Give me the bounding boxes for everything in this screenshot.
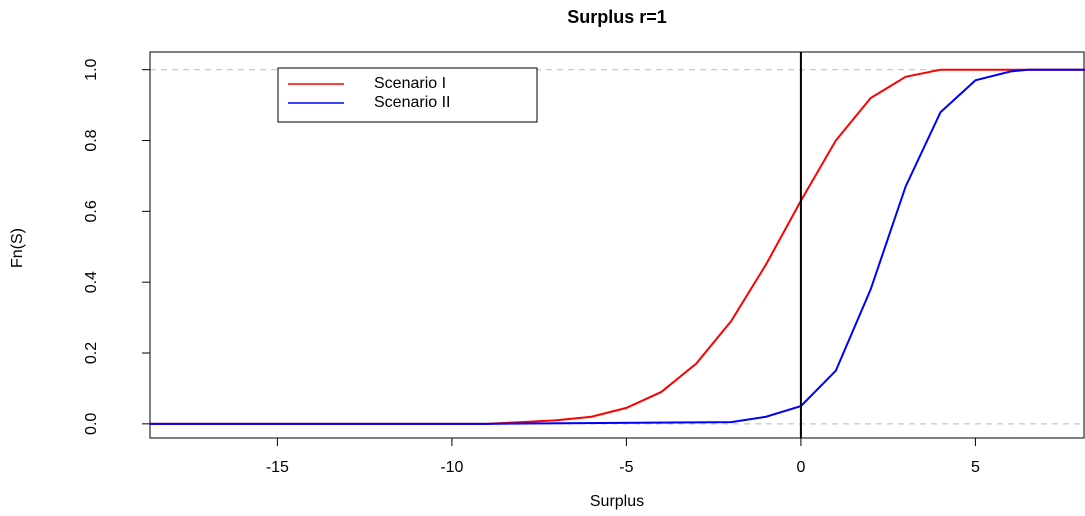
y-tick-label: 0.6 xyxy=(83,200,100,222)
data-line xyxy=(150,68,1085,425)
y-tick-label: 0.2 xyxy=(83,342,100,364)
y-tick-label: 0.8 xyxy=(83,129,100,151)
y-tick-label: 0.0 xyxy=(83,413,100,435)
legend-label: Scenario II xyxy=(374,94,450,111)
x-axis-label: Surplus xyxy=(590,493,644,510)
chart-title: Surplus r=1 xyxy=(567,7,667,27)
data-line xyxy=(150,68,1085,425)
x-tick-label: -5 xyxy=(619,459,633,476)
x-tick-label: -15 xyxy=(266,459,289,476)
plot-frame xyxy=(149,51,1085,439)
y-tick-label: 1.0 xyxy=(83,58,100,80)
y-tick-label: 0.4 xyxy=(83,271,100,293)
x-tick-label: 0 xyxy=(796,459,805,476)
x-tick-label: -10 xyxy=(440,459,463,476)
x-tick-label: 5 xyxy=(971,459,980,476)
legend-label: Scenario I xyxy=(374,75,446,92)
y-axis-label: Fn(S) xyxy=(9,228,26,268)
legend-box xyxy=(277,67,538,123)
